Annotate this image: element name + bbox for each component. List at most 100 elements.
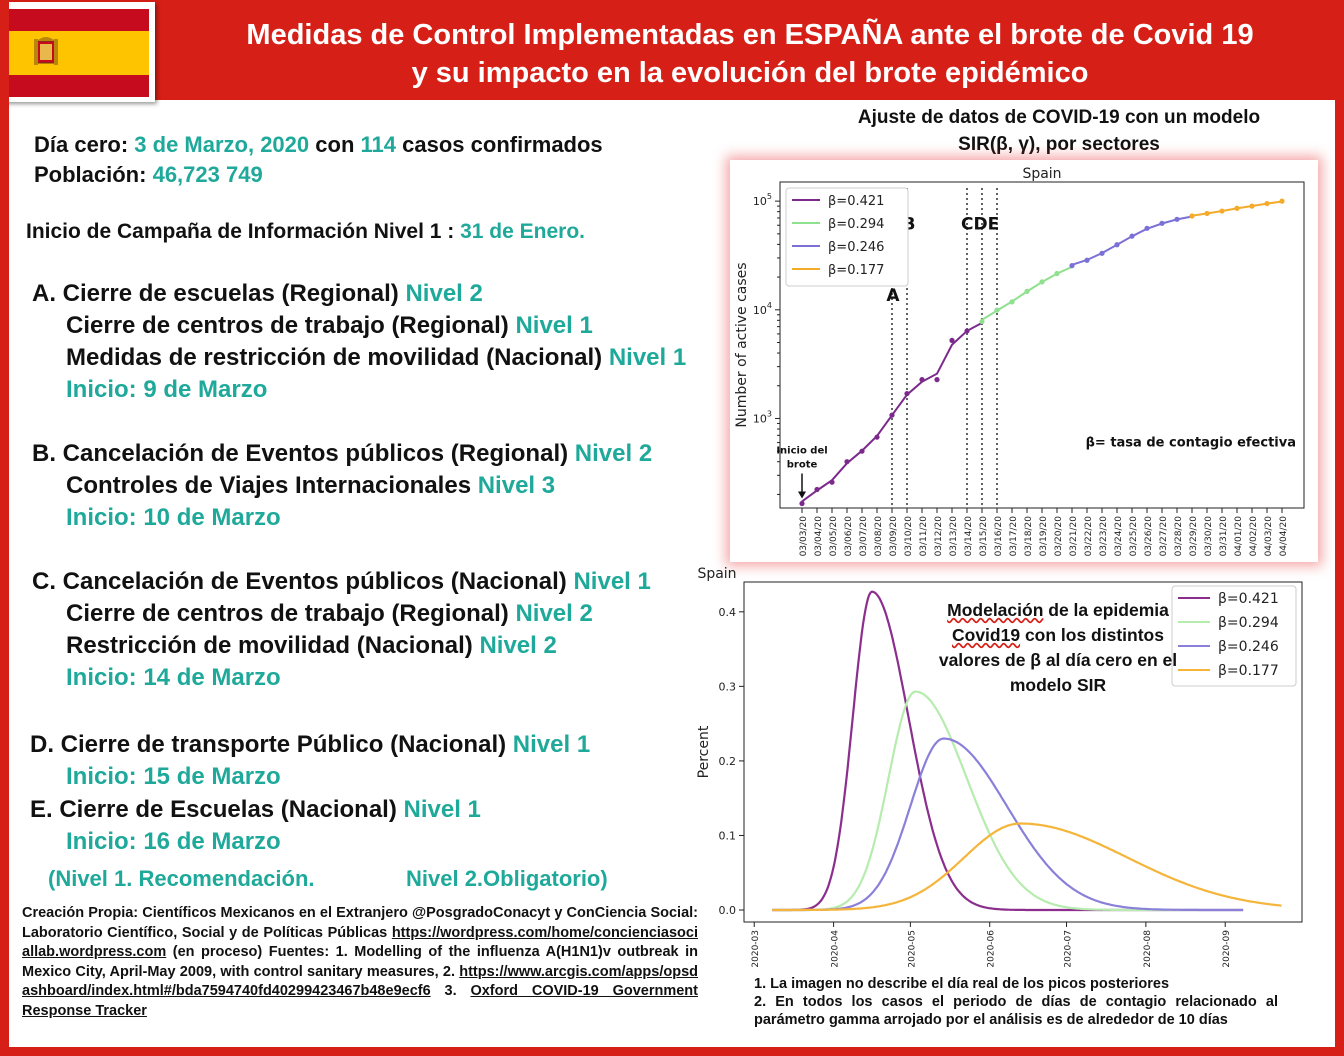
measure-d-inicio: Inicio: 15 de Marzo (66, 763, 281, 790)
measure-c-line2: Cierre de centros de trabajo (Regional) … (66, 600, 593, 627)
dia-cero-cases: 114 (360, 132, 397, 157)
chart-1-xtick-label: 03/26/20 (1144, 516, 1154, 557)
campana-line: Inicio de Campaña de Información Nivel 1… (26, 220, 585, 244)
credits-link-2[interactable]: https://www.arcgis.com/apps/opsdashboard… (22, 963, 698, 1000)
measure-a-inicio: Inicio: 9 de Marzo (66, 376, 268, 403)
chart-1-point (799, 500, 805, 507)
chart-1-xtick-label: 03/05/20 (829, 516, 839, 557)
chart-1-ylabel: Number of active cases (734, 262, 750, 427)
chart-1-point (979, 318, 985, 325)
chart-1-point (1084, 257, 1090, 263)
chart-1-xtick-label: 03/14/20 (964, 516, 974, 557)
chart-1-xtick-label: 03/07/20 (859, 516, 869, 557)
dia-cero-date: 3 de Marzo, 2020 (134, 132, 310, 157)
measure-a-line2: Cierre de centros de trabajo (Regional) … (66, 312, 593, 339)
chart-2-legend-label: β=0.177 (1218, 663, 1279, 679)
chart-1-point (994, 307, 1000, 313)
chart-1-point (1144, 225, 1150, 231)
chart-1-point (934, 377, 940, 383)
notes: 1. La imagen no describe el día real de … (754, 975, 1278, 1029)
chart-1-annotation-arrowhead (798, 491, 806, 499)
chart-1-annotation-start-2: brote (787, 460, 818, 471)
chart-1-point (1279, 198, 1285, 204)
poblacion-line: Población: 46,723 749 (34, 162, 263, 188)
chart-1-point (1264, 200, 1270, 207)
chart-2-ytick-label: 0.4 (719, 606, 737, 619)
chart-1-heading: Ajuste de datos de COVID-19 con un model… (795, 104, 1323, 158)
chart-2-legend: β=0.421 β=0.294 β=0.246 β=0.177 (1171, 585, 1297, 687)
measure-b-line1: B. Cancelación de Eventos públicos (Regi… (32, 440, 653, 467)
chart-1-xtick-label: 03/04/20 (814, 516, 824, 557)
page-title: Medidas de Control Implementadas en ESPA… (160, 16, 1340, 92)
chart-1-vlabel-cde: CDE (961, 214, 999, 234)
chart-2-xtick-label: 2020-04 (831, 930, 841, 968)
chart-2-xtick-label: 2020-07 (1064, 930, 1074, 968)
model-label: Modelación de la epidemia Covid19 con lo… (938, 600, 1178, 695)
chart-1-xtick-label: 03/20/20 (1054, 516, 1064, 557)
dia-cero-label: Día cero: (34, 132, 129, 157)
chart-2-ylabel: Percent (696, 725, 712, 778)
chart-1-xtick-label: 03/28/20 (1174, 516, 1184, 557)
credits-link-1[interactable]: https://wordpress.com/home/concienciasoc… (22, 924, 698, 961)
chart-2-ytick-label: 0.1 (719, 829, 737, 842)
chart-1-xtick-label: 03/31/20 (1219, 516, 1229, 557)
chart-1-title: Spain (1022, 166, 1061, 182)
nivel-legend-1: (Nivel 1. Recomendación. (48, 866, 315, 891)
chart-1-panel: Spain Number of active cases 103 104 105 03/0… (730, 160, 1318, 562)
chart-1-point (1249, 203, 1255, 209)
chart-1-point (1039, 279, 1045, 285)
chart-2-xtick-label: 2020-03 (751, 930, 761, 968)
chart-1-xtick-label: 03/27/20 (1159, 516, 1169, 557)
chart-1-point (1159, 220, 1165, 226)
chart-1-xtick-label: 03/09/20 (889, 516, 899, 557)
chart-1-xtick-label: 03/25/20 (1129, 516, 1139, 557)
header-banner (0, 0, 1344, 100)
chart-2-legend-label: β=0.246 (1218, 639, 1279, 655)
credits-text: Creación Propia: Científicos Mexicanos e… (22, 905, 698, 1019)
chart-1-annotation-start-1: Inicio del (776, 446, 827, 457)
campana-label: Inicio de Campaña de Información Nivel 1… (26, 220, 455, 243)
chart-1-point (1174, 216, 1180, 222)
chart-1-xtick-label: 04/03/20 (1264, 516, 1274, 557)
note-1: 1. La imagen no describe el día real de … (754, 976, 1170, 992)
chart-2-ytick-label: 0.2 (719, 755, 737, 768)
chart-1-ytick-label: 104 (753, 301, 772, 317)
dia-cero-suffix: casos confirmados (402, 132, 603, 157)
note-2: 2. En todos los casos el periodo de días… (754, 994, 1278, 1028)
chart-1-xtick-label: 03/06/20 (844, 516, 854, 557)
chart-1-xtick-label: 03/10/20 (904, 516, 914, 557)
chart-2-legend-label: β=0.421 (1218, 591, 1279, 607)
measure-a-line1: A. Cierre de escuelas (Regional) Nivel 2 (32, 280, 483, 307)
chart-1-xtick-label: 03/11/20 (919, 516, 929, 557)
spain-flag-icon (9, 9, 149, 97)
title-line-2: y su impacto en la evolución del brote e… (411, 57, 1089, 89)
chart-2-legend-label: β=0.294 (1218, 615, 1279, 631)
poblacion-value: 46,723 749 (152, 162, 263, 187)
chart-1-xtick-label: 03/17/20 (1009, 516, 1019, 557)
chart-1-point (859, 448, 865, 454)
chart-1-xtick-label: 04/01/20 (1234, 516, 1244, 557)
chart-2-ytick-label: 0.0 (719, 904, 737, 917)
chart-1-point (1204, 210, 1210, 217)
chart-1-legend-label: β=0.177 (828, 263, 884, 278)
dia-cero-con: con (315, 132, 355, 157)
chart-1-vlabel-a: A (886, 286, 900, 306)
measure-e-inicio: Inicio: 16 de Marzo (66, 828, 281, 855)
chart-1-xtick-label: 03/13/20 (949, 516, 959, 557)
chart-2-xtick-label: 2020-05 (907, 930, 917, 968)
chart-1-fit-line-3 (1071, 215, 1193, 266)
chart-1-legend-label: β=0.294 (828, 217, 884, 232)
measure-d-line1: D. Cierre de transporte Público (Naciona… (30, 731, 591, 758)
chart-1-legend-box (785, 187, 909, 287)
chart-1-point (829, 479, 835, 485)
chart-1-xtick-label: 03/29/20 (1189, 516, 1199, 557)
chart-1-heading-line-2: SIR(β, γ), por sectores (958, 134, 1160, 155)
chart-2-panel: Spain Percent 0.0 0.1 0.2 0.3 0.4 2020-03 2020-0… (690, 560, 1330, 980)
chart-1-point (844, 459, 850, 465)
chart-1-point (874, 434, 880, 440)
chart-1-point (889, 412, 895, 418)
chart-1-xtick-label: 03/16/20 (994, 516, 1004, 557)
credits-link-3[interactable]: Oxford COVID-19 Government Response Trac… (22, 983, 698, 1019)
measure-b-inicio: Inicio: 10 de Marzo (66, 504, 281, 531)
chart-1-xtick-label: 04/04/20 (1279, 516, 1289, 557)
